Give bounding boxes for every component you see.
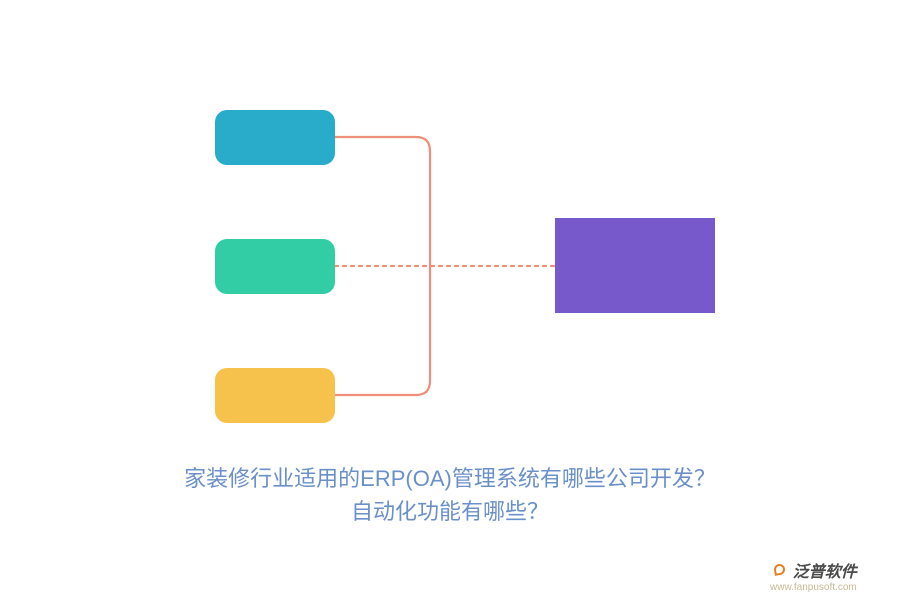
node-n4 — [555, 218, 715, 313]
watermark-url: www.fanpusoft.com — [770, 582, 857, 593]
watermark: 泛普软件 www.fanpusoft.com — [770, 558, 857, 593]
node-n2 — [215, 239, 335, 294]
caption-line-2: 自动化功能有哪些？ — [0, 495, 900, 528]
node-n3 — [215, 368, 335, 423]
node-n1 — [215, 110, 335, 165]
caption: 家装修行业适用的ERP(OA)管理系统有哪些公司开发？ 自动化功能有哪些？ — [0, 462, 900, 528]
watermark-name: 泛普软件 — [793, 558, 857, 582]
watermark-brand: 泛普软件 — [771, 558, 857, 582]
caption-line-1: 家装修行业适用的ERP(OA)管理系统有哪些公司开发？ — [0, 462, 900, 495]
brand-icon — [771, 561, 789, 579]
